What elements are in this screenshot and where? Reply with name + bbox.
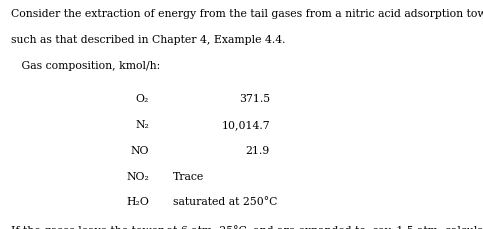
Text: 10,014.7: 10,014.7 (221, 120, 270, 130)
Text: O₂: O₂ (136, 94, 149, 104)
Text: Trace: Trace (173, 172, 204, 182)
Text: NO₂: NO₂ (127, 172, 149, 182)
Text: Consider the extraction of energy from the tail gases from a nitric acid adsorpt: Consider the extraction of energy from t… (11, 9, 483, 19)
Text: If the gases leave the tower at 6 atm, 25°C, and are expanded to, say, 1.5 atm, : If the gases leave the tower at 6 atm, 2… (11, 226, 483, 229)
Text: 21.9: 21.9 (246, 146, 270, 156)
Text: NO: NO (131, 146, 149, 156)
Text: Gas composition, kmol/h:: Gas composition, kmol/h: (11, 61, 160, 71)
Text: N₂: N₂ (135, 120, 149, 130)
Text: saturated at 250°C: saturated at 250°C (173, 197, 277, 207)
Text: 371.5: 371.5 (239, 94, 270, 104)
Text: H₂O: H₂O (127, 197, 149, 207)
Text: such as that described in Chapter 4, Example 4.4.: such as that described in Chapter 4, Exa… (11, 35, 285, 45)
